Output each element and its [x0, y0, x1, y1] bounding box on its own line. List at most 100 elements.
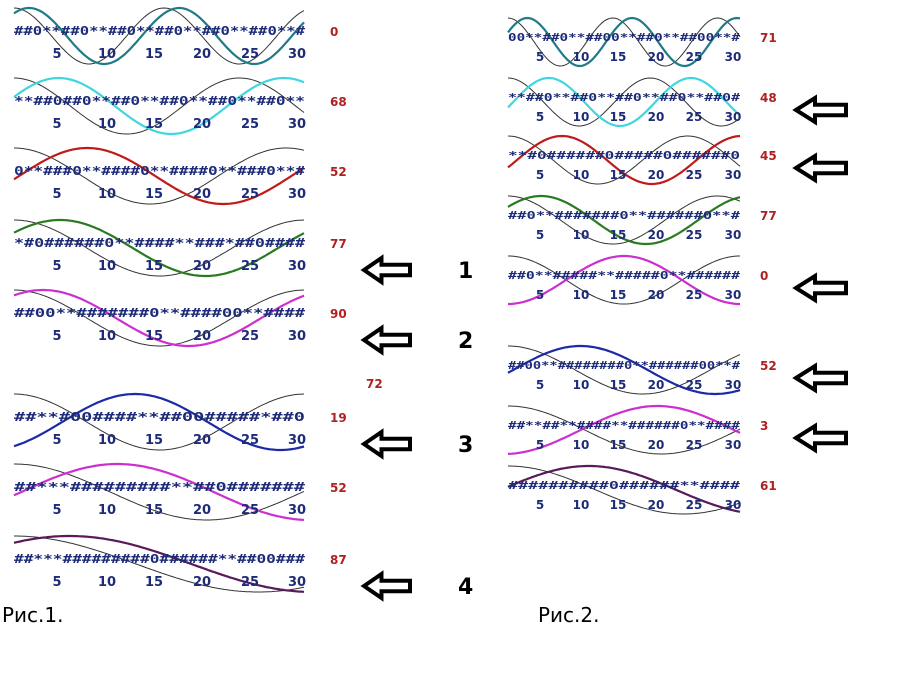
- figure2-row-7-tick-25: 25: [686, 498, 703, 512]
- figure2-row-5-tick-25: 25: [686, 378, 703, 392]
- figure1-row-4-tick-15: 15: [145, 329, 163, 344]
- figure1-row-3-code: *#0######0**####**###*##0####: [14, 236, 306, 250]
- figure1-row-2-tick-30: 30: [288, 187, 306, 202]
- figure1-row-6-value: 52: [330, 481, 347, 495]
- figure2-row-0-tick-25: 25: [686, 50, 703, 64]
- figure2-row-5-tick-15: 15: [610, 378, 627, 392]
- figure1-row-7-signal-wave: [13, 534, 305, 593]
- figure1-row-4-tick-30: 30: [288, 329, 306, 344]
- figure2-row-0-tick-15: 15: [610, 50, 627, 64]
- figure1-row-7-tick-30: 30: [288, 575, 306, 590]
- figure2-marker-3: [792, 362, 848, 394]
- figure2-row-4-reference-wave: [508, 255, 740, 305]
- figure1-row-3-tick-20: 20: [193, 259, 211, 274]
- figure2-row-4: ##0**#####**#####0**###### 5 10 15 20 25 30 0: [508, 254, 768, 306]
- figure2-row-6-code: ##**##**####**######0**####: [508, 419, 740, 432]
- figure2-row-6-tick-5: 5: [536, 438, 544, 452]
- figure2-row-0-tick-30: 30: [725, 50, 742, 64]
- figure1-row-7-tick-10: 10: [98, 575, 116, 590]
- figure1-row-6: ##***#########**##0####### 5 10 15 20 25 30 52: [13, 462, 347, 521]
- figure1-row-5-tick-15: 15: [145, 433, 163, 448]
- figure1-row-7: ##***#########0######**##00### 5 10 15 20 25 3…: [13, 534, 347, 593]
- figure2-row-3: ##0**#######0**######0**# 5 10 15 20 25 30 77: [507, 194, 777, 246]
- figure2-row-4-tick-5: 5: [536, 288, 544, 302]
- figure1-row-0-tick-10: 10: [98, 47, 116, 62]
- figure2-row-3-reference-wave: [508, 195, 741, 245]
- figure1-row-2-reference-wave: [14, 147, 305, 205]
- figure2-row-3-value: 77: [760, 209, 777, 223]
- figure2-row-3-tick-20: 20: [648, 228, 665, 242]
- figure2-row-2-tick-30: 30: [725, 168, 742, 182]
- figure-1-panel: ##0**##0**##0**##0**##0**##0**#5 10 15 20 25…: [13, 6, 473, 602]
- figure1-row-6-tick-10: 10: [98, 503, 116, 518]
- figure1-row-1-tick-10: 10: [98, 117, 116, 132]
- figure1-arrow-0-icon: [360, 254, 412, 286]
- figure2-row-7-signal-wave: [507, 464, 741, 513]
- figure1-row-4-signal-wave: [13, 288, 305, 348]
- figure1-row-6-code: ##***#########**##0#######: [14, 480, 306, 494]
- figure2-row-3-tick-10: 10: [573, 228, 590, 242]
- figure-2-caption: Рис.2.: [538, 603, 600, 627]
- figure2-row-2-signal-wave: [507, 134, 741, 186]
- figure1-row-4-value: 90: [330, 307, 347, 321]
- figure1-row-1-tick-15: 15: [145, 117, 163, 132]
- figure2-row-7-code: ##########0######**####: [508, 479, 741, 492]
- figure2-row-5: ##00**########0**######00**# 5 10 15 20 25 30 5…: [507, 344, 777, 396]
- figure1-row-1: **##0##0**##0**##0**##0**##0** 5 10 15 20 25 3…: [13, 76, 347, 136]
- figure1-row-0-signal-wave: [13, 6, 305, 66]
- figure1-row-5-tick-25: 25: [241, 433, 259, 448]
- figure2-row-6-signal-wave: [507, 404, 741, 455]
- figure2-row-3-tick-25: 25: [686, 228, 703, 242]
- figure1-row-3-tick-5: 5: [52, 259, 61, 274]
- figure-2-panel: 00**##0**##00**##0**##00**#5 10 15 20 25 3071…: [507, 16, 848, 515]
- figure1-row-2-tick-20: 20: [193, 187, 211, 202]
- figure2-row-5-tick-10: 10: [573, 378, 590, 392]
- figure1-arrow-3-label: 4: [458, 575, 473, 600]
- figure2-row-1-tick-15: 15: [610, 110, 627, 124]
- figure1-row-1-code: **##0##0**##0**##0**##0**##0**: [14, 94, 305, 108]
- figure1-row-3-tick-30: 30: [288, 259, 306, 274]
- figure1-row-3-signal-wave: [13, 218, 305, 278]
- figure1-row-7-value: 87: [330, 553, 347, 567]
- figure1-row-6-signal-wave: [13, 462, 305, 521]
- figure-1-extra-value: 72: [366, 377, 383, 391]
- figure2-row-3-code: ##0**#######0**######0**#: [508, 209, 741, 222]
- figure2-row-1-reference-wave: [507, 77, 741, 127]
- figure2-row-4-signal-wave: [508, 254, 740, 306]
- figure2-row-7-value: 61: [760, 479, 777, 493]
- figure2-row-5-value: 52: [760, 359, 777, 373]
- figure1-row-4-tick-10: 10: [98, 329, 116, 344]
- figure2-row-1-tick-20: 20: [648, 110, 665, 124]
- figure2-row-1-tick-25: 25: [686, 110, 703, 124]
- figure2-row-5-tick-30: 30: [725, 378, 742, 392]
- figure1-marker-1: 2: [360, 324, 473, 356]
- figure2-row-1-tick-10: 10: [573, 110, 590, 124]
- figure1-row-3: *#0######0**####**###*##0#### 5 10 15 20 25 30…: [13, 218, 347, 278]
- figure1-row-2-tick-10: 10: [98, 187, 116, 202]
- figure1-row-1-value: 68: [330, 95, 347, 109]
- figure1-row-0-tick-5: 5: [52, 47, 61, 62]
- figure1-row-5-tick-30: 30: [288, 433, 306, 448]
- figure2-row-0-code: 00**##0**##00**##0**##00**#: [508, 31, 740, 44]
- figure2-row-7-tick-5: 5: [536, 498, 544, 512]
- figure2-row-3-tick-5: 5: [536, 228, 544, 242]
- figure2-row-2-tick-10: 10: [573, 168, 590, 182]
- figure2-marker-1: [792, 152, 848, 184]
- figure1-row-0-tick-20: 20: [193, 47, 211, 62]
- figure2-row-5-tick-20: 20: [648, 378, 665, 392]
- figure1-row-4-reference-wave: [14, 289, 305, 347]
- figure2-row-4-tick-15: 15: [610, 288, 627, 302]
- figure2-row-6-tick-15: 15: [610, 438, 627, 452]
- figure2-row-2-tick-5: 5: [536, 168, 544, 182]
- figure2-row-0-tick-20: 20: [648, 50, 665, 64]
- figure2-row-7-tick-10: 10: [573, 498, 590, 512]
- figure1-row-1-reference-wave: [14, 77, 305, 135]
- figure1-row-1-tick-30: 30: [288, 117, 306, 132]
- figure2-row-4-tick-20: 20: [648, 288, 665, 302]
- figure1-row-4-tick-25: 25: [241, 329, 259, 344]
- figure2-marker-0: [792, 94, 848, 126]
- figure1-row-5-tick-5: 5: [52, 433, 61, 448]
- figure2-row-6-tick-10: 10: [573, 438, 590, 452]
- figure2-row-7-tick-30: 30: [725, 498, 742, 512]
- figure2-row-4-tick-25: 25: [686, 288, 703, 302]
